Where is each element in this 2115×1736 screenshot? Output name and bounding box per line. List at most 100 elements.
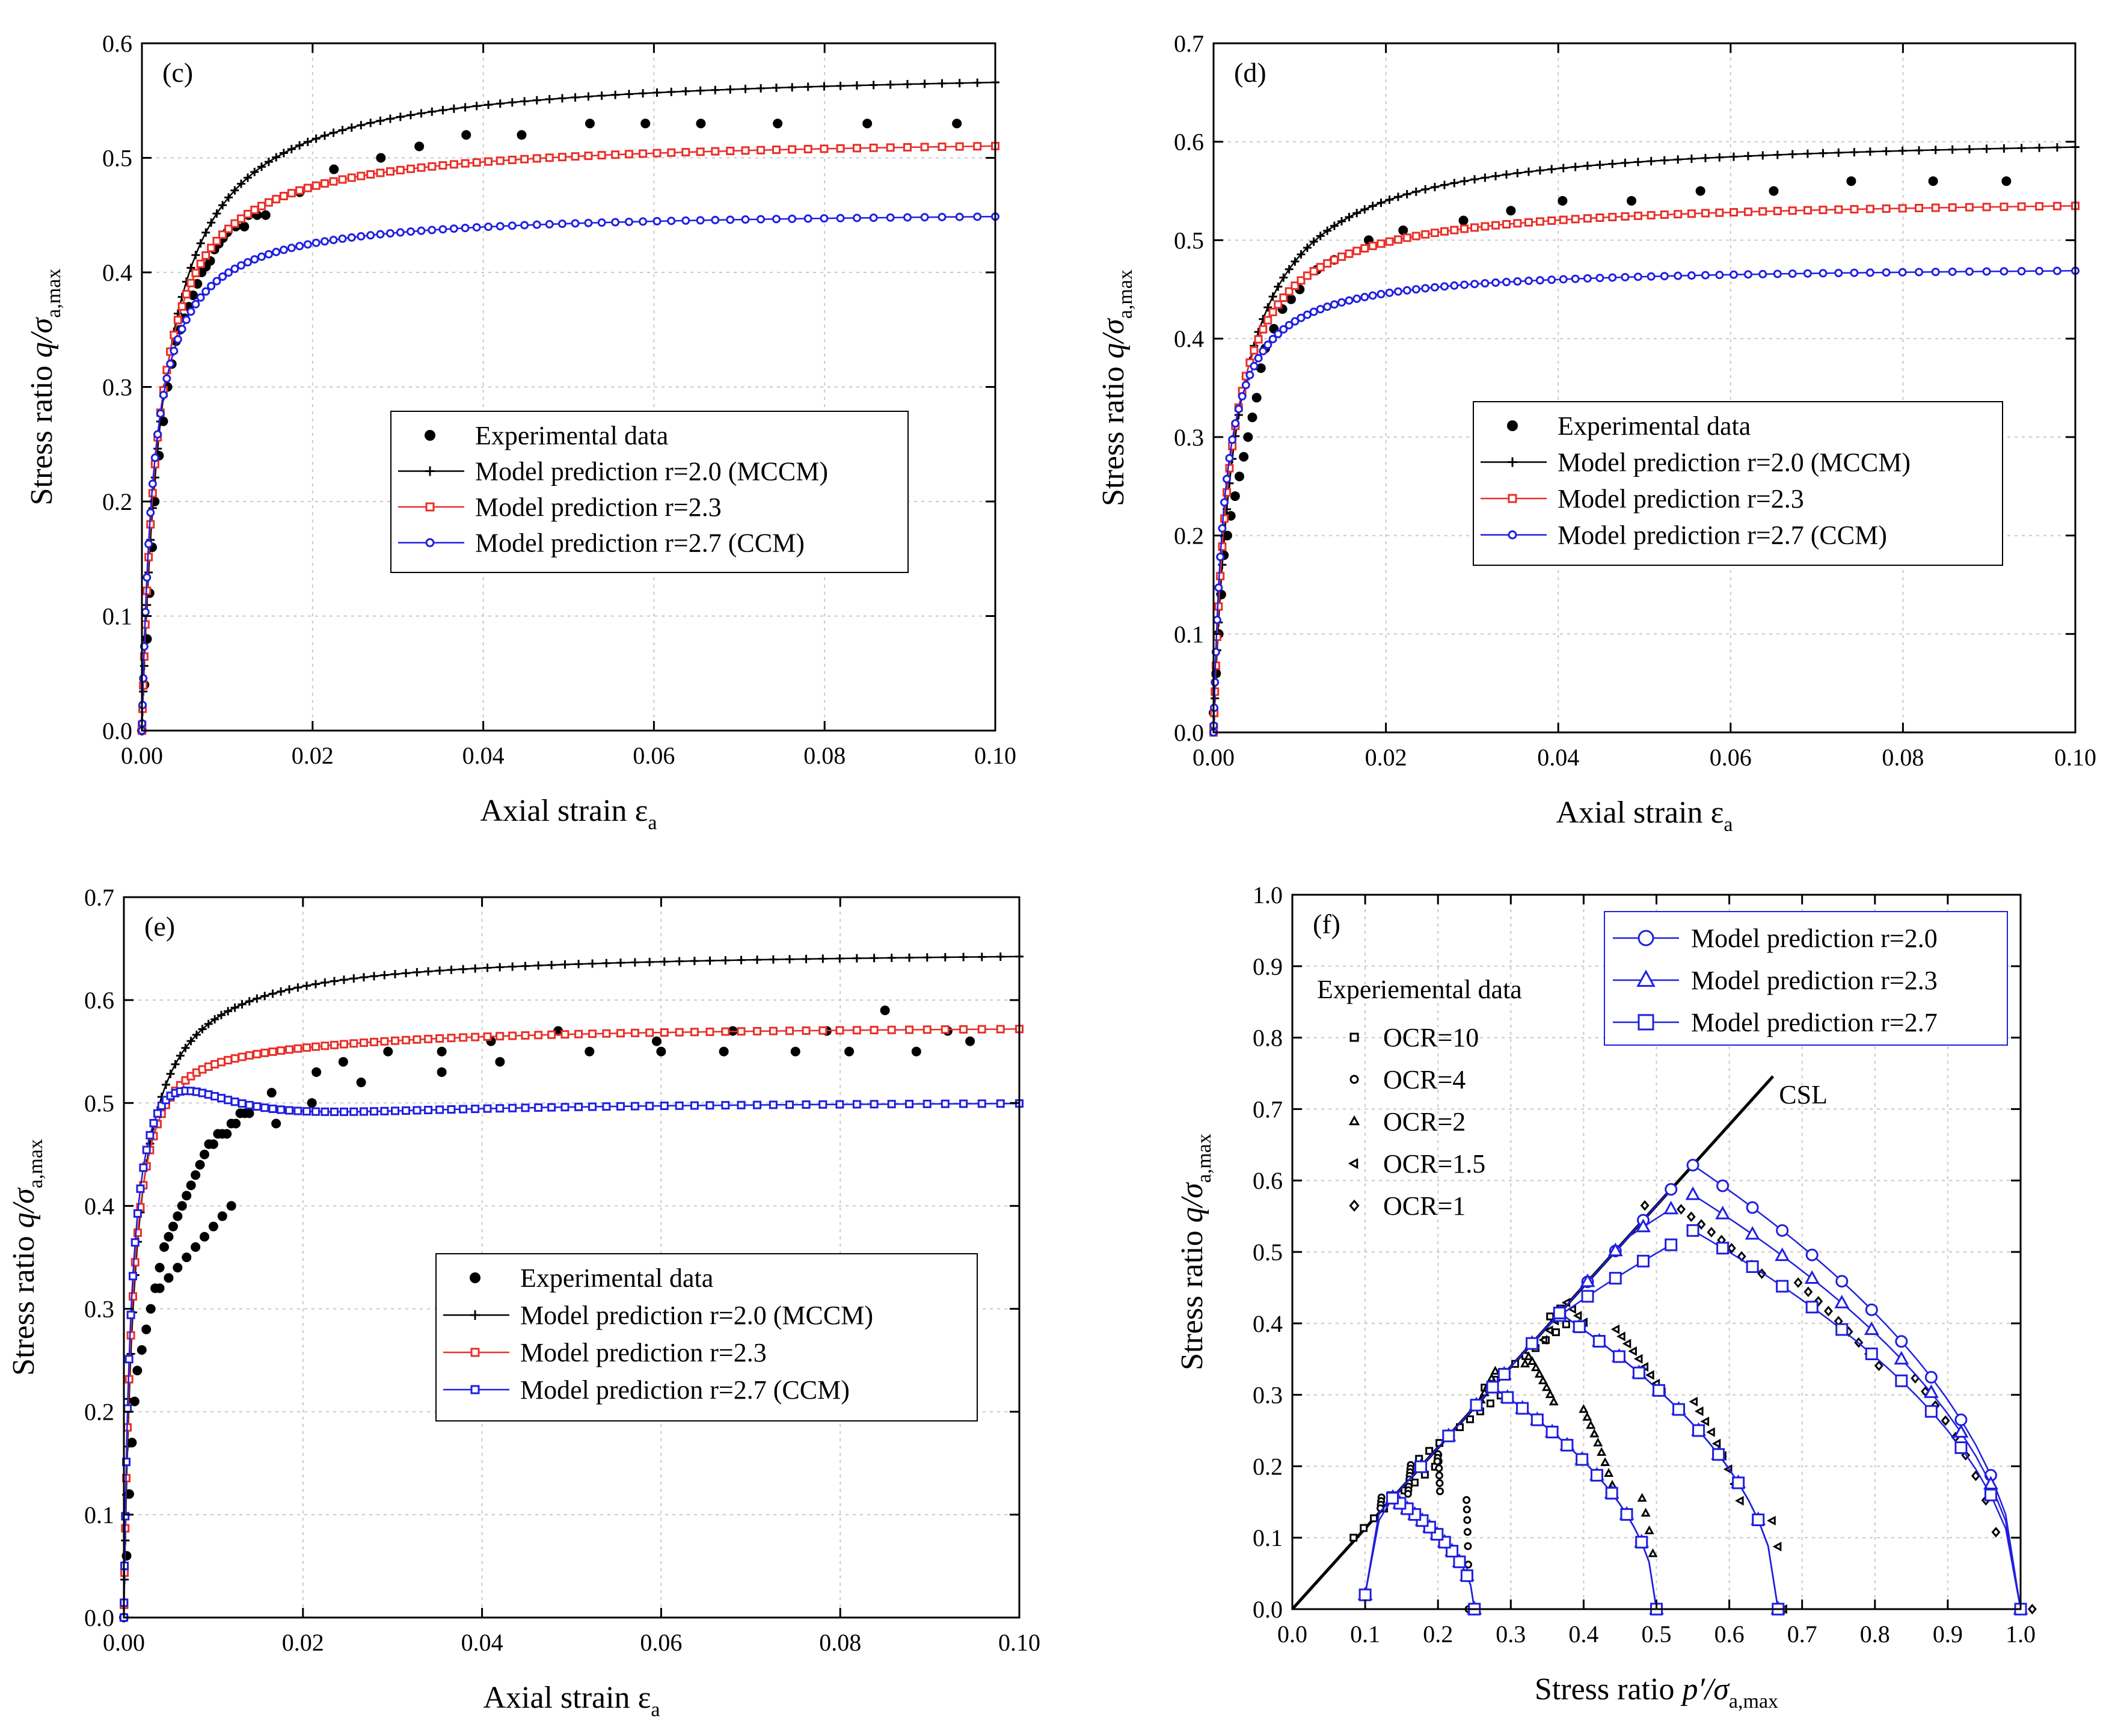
series-point	[260, 992, 269, 1001]
series-point	[1259, 325, 1268, 334]
x-tick-label: 0.6	[1714, 1621, 1745, 1648]
series-point	[329, 177, 338, 186]
series-point	[1948, 267, 1957, 276]
series-point	[521, 962, 530, 971]
series-point	[1633, 211, 1642, 220]
data-point	[266, 1088, 277, 1098]
series-point	[406, 164, 415, 173]
series-point	[1368, 241, 1377, 250]
data-point	[188, 290, 198, 301]
series-point	[1430, 229, 1439, 238]
series-point	[1309, 267, 1318, 276]
data-point	[862, 118, 873, 129]
series-point	[302, 1043, 311, 1052]
series-point	[696, 86, 705, 95]
series-point	[279, 149, 288, 158]
series-line	[141, 81, 996, 731]
series-point	[690, 1101, 699, 1110]
series-point	[1377, 290, 1386, 299]
series-point	[1330, 256, 1339, 265]
series-point	[1571, 215, 1580, 224]
series-point	[1368, 201, 1377, 210]
series-point	[802, 1100, 811, 1109]
csl-label: CSL	[1779, 1080, 1828, 1109]
experimental-point	[1648, 1548, 1658, 1557]
model-point	[1486, 1381, 1499, 1394]
legend-label: Model prediction r=2.7 (CCM)	[475, 529, 805, 558]
series-point	[413, 1106, 422, 1115]
series-point	[1330, 300, 1339, 309]
series-point	[224, 1056, 233, 1065]
data-point	[338, 1057, 348, 1067]
y-axis-label-sub: a,max	[25, 1139, 47, 1188]
series-point	[1225, 464, 1234, 473]
series-point	[496, 963, 505, 972]
series-point	[2017, 202, 2026, 211]
experimental-point	[1677, 1204, 1686, 1215]
series-point	[1360, 293, 1369, 302]
series-point	[852, 954, 861, 963]
series-point	[312, 181, 321, 190]
x-tick-label: 0.08	[1882, 744, 1924, 771]
series-point	[295, 141, 304, 150]
series-point	[1337, 217, 1346, 226]
x-axis-label: Axial strain εa	[1556, 796, 1733, 836]
series-point	[1687, 209, 1696, 218]
experimental-legend-label: OCR=1	[1383, 1191, 1466, 1221]
series-point	[447, 965, 456, 974]
series-point	[128, 1292, 137, 1301]
series-point	[173, 335, 182, 344]
series-point	[268, 1104, 277, 1113]
series-point	[303, 240, 312, 249]
y-tick-label: 0.4	[1253, 1310, 1283, 1337]
series-point	[1309, 237, 1318, 246]
series-point	[996, 952, 1005, 962]
series-point	[1352, 247, 1361, 256]
series-point	[788, 83, 797, 92]
series-point	[198, 1025, 207, 1034]
x-tick-label: 0.06	[633, 742, 675, 769]
series-point	[1882, 204, 1891, 213]
series-point	[1421, 185, 1430, 194]
y-tick-label: 0.1	[84, 1501, 114, 1529]
series-point	[264, 198, 273, 207]
series-point	[461, 103, 470, 112]
y-tick-label: 0.3	[1253, 1382, 1283, 1409]
series-point	[696, 216, 705, 225]
model-point	[1923, 1384, 1939, 1398]
series-point	[1297, 250, 1306, 259]
series-point	[1674, 155, 1683, 164]
series-point	[128, 1272, 137, 1281]
series-point	[571, 152, 580, 161]
series-point	[1882, 147, 1891, 156]
series-point	[311, 1107, 320, 1116]
series-point	[574, 960, 583, 969]
series-point	[1701, 209, 1710, 218]
data-point	[965, 1036, 975, 1046]
series-point	[396, 228, 405, 237]
series-point	[186, 278, 195, 287]
y-axis-label-text: Stress ratio	[7, 1228, 41, 1376]
y-tick-label: 0.5	[1253, 1239, 1283, 1266]
model-point	[1636, 1218, 1651, 1233]
series-point	[1274, 282, 1283, 291]
series-point	[1571, 162, 1580, 171]
series-point	[186, 1037, 195, 1046]
series-point	[472, 102, 481, 111]
x-tick-label: 0.3	[1496, 1621, 1526, 1648]
model-point	[1442, 1429, 1455, 1443]
series-point	[1291, 281, 1300, 290]
series-point	[1931, 268, 1940, 277]
series-point	[182, 315, 191, 324]
model-curve	[1559, 1312, 1779, 1610]
experimental-point	[1637, 1492, 1647, 1502]
series-point	[726, 85, 735, 94]
series-point	[435, 966, 444, 975]
series-point	[508, 1103, 517, 1112]
x-axis-label-sub: a	[1724, 814, 1733, 836]
series-point	[449, 224, 458, 233]
series-point	[153, 444, 162, 453]
model-point	[1580, 1273, 1595, 1287]
series-point	[705, 1027, 714, 1036]
series-point	[941, 1099, 950, 1108]
